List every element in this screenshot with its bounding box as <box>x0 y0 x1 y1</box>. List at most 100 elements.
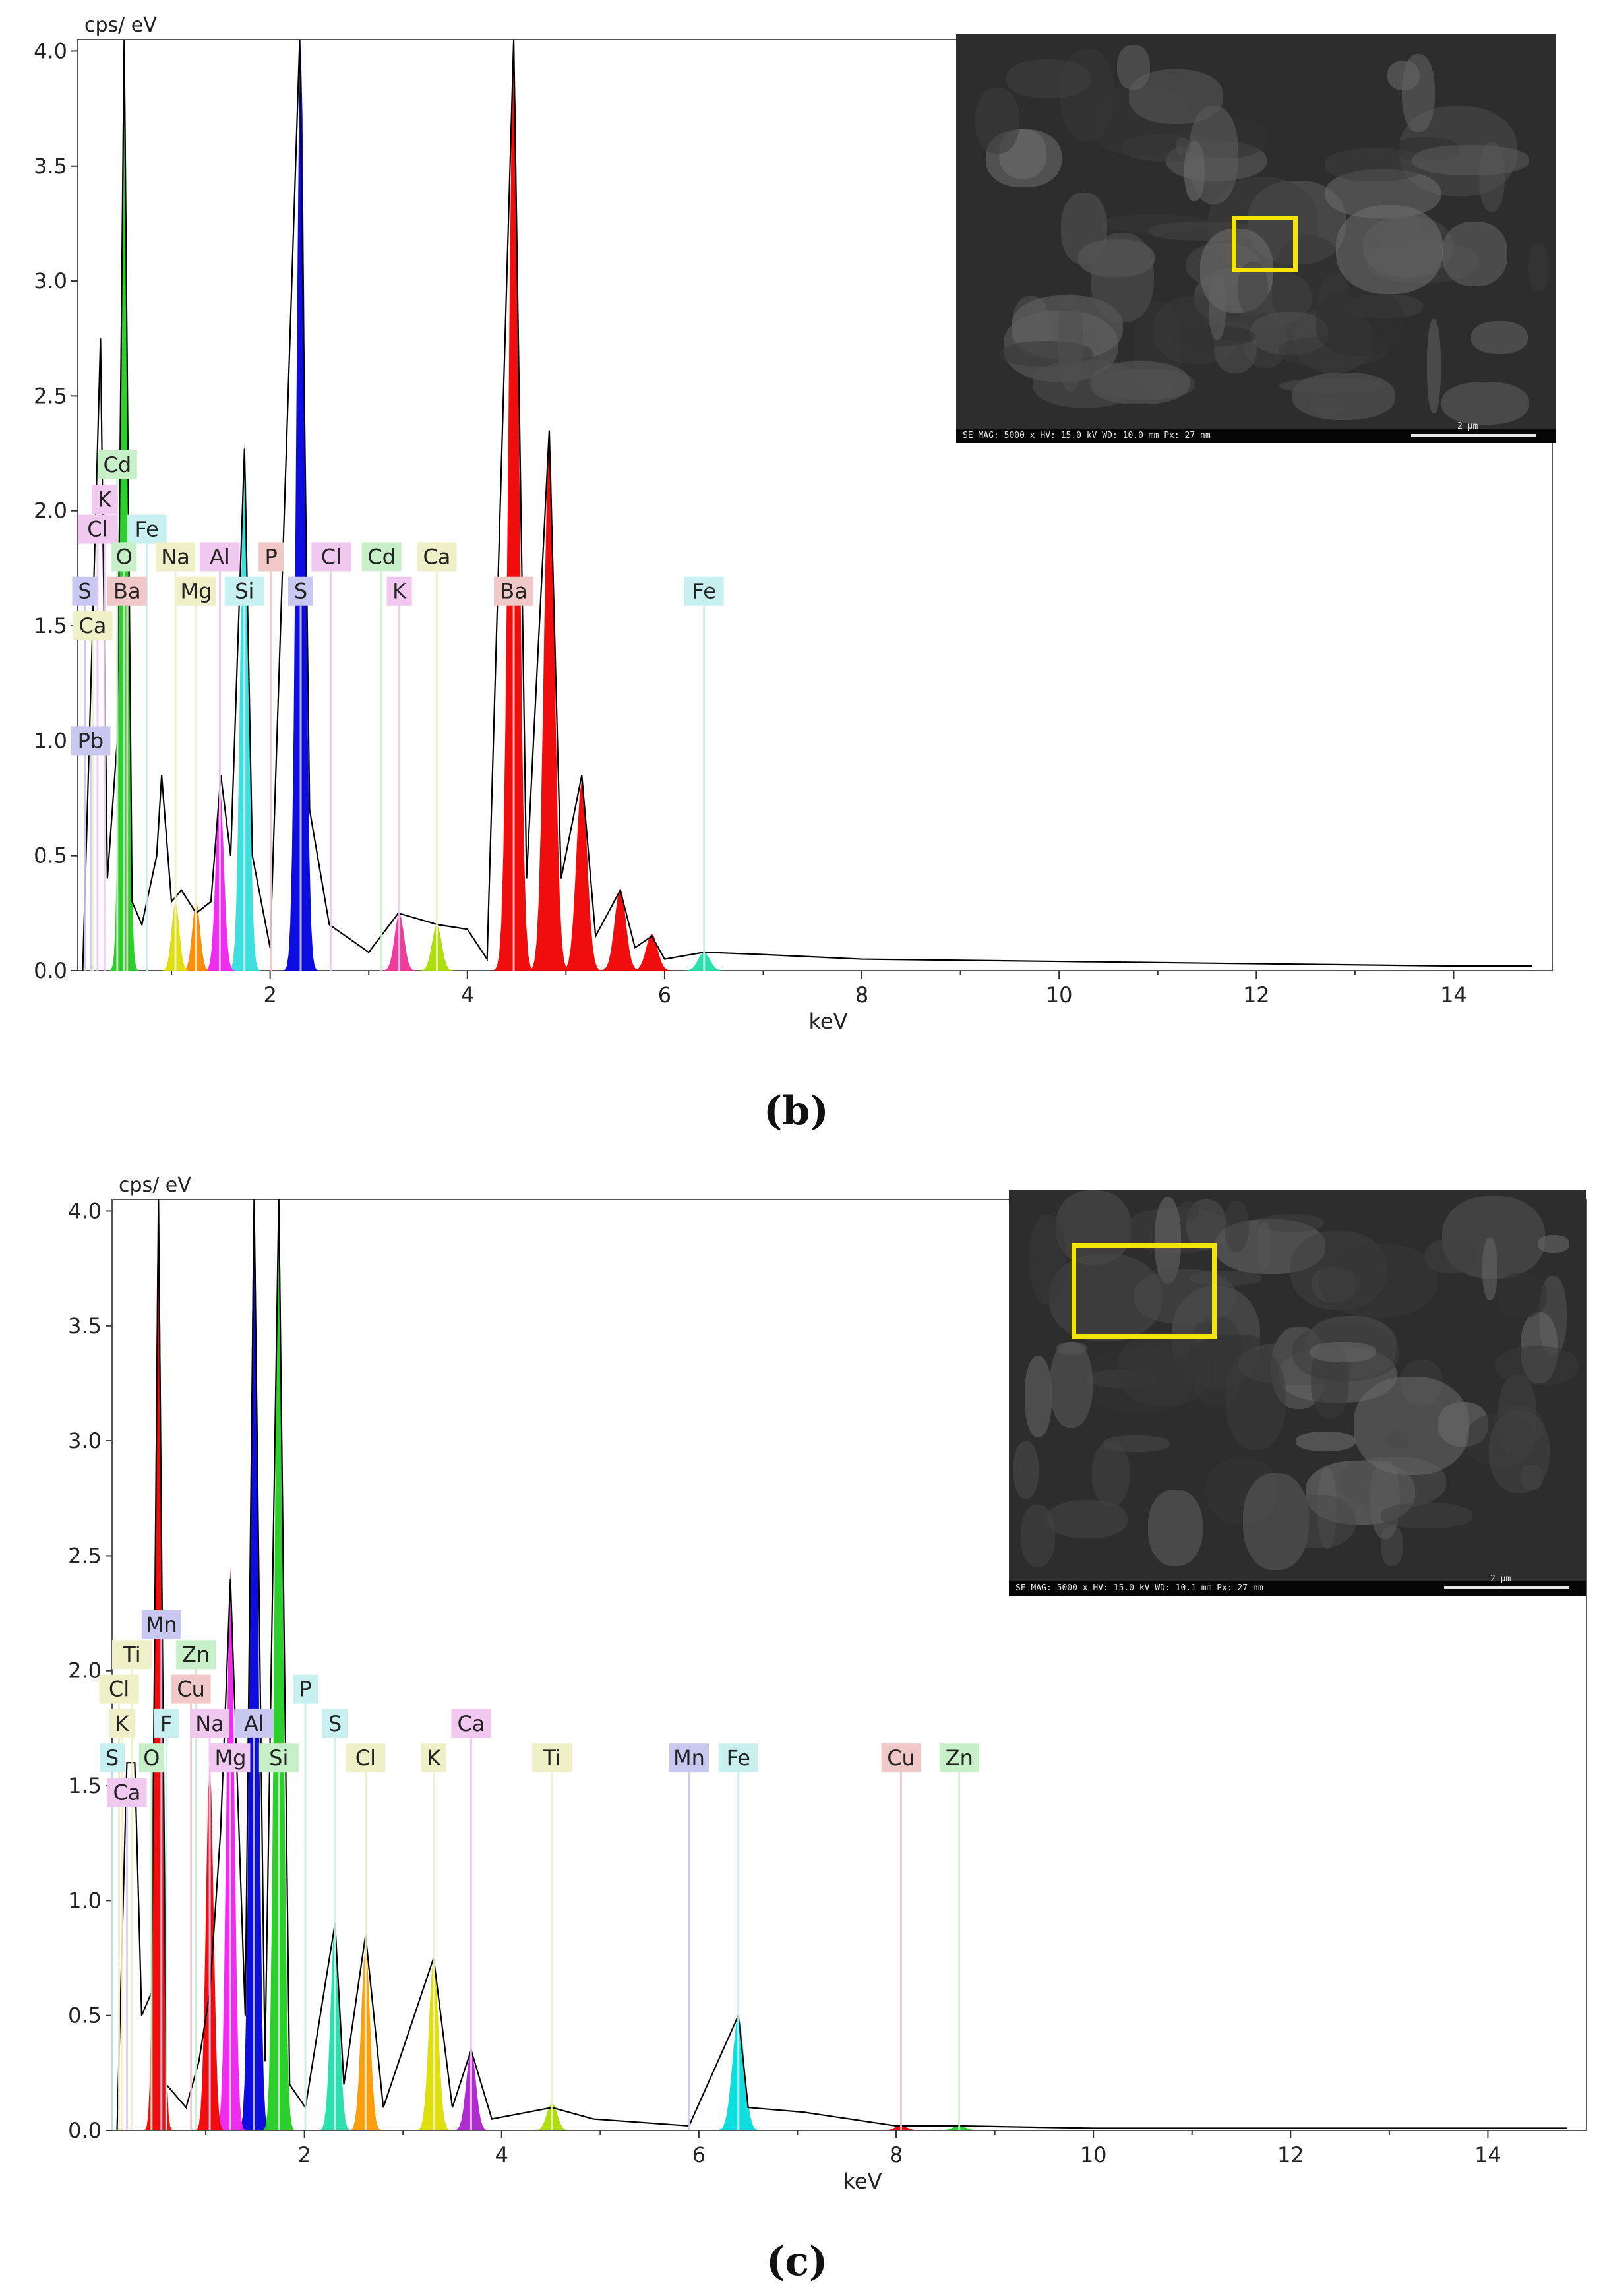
sem-texture <box>1006 59 1091 99</box>
analysis-region-box <box>1072 1243 1217 1339</box>
element-label: S <box>78 579 91 604</box>
element-peak-ba <box>628 934 675 971</box>
element-label: Ca <box>457 1711 485 1736</box>
element-label-box <box>100 1743 125 1773</box>
element-label-box <box>190 1708 230 1738</box>
x-tick-label: 4 <box>461 982 474 1008</box>
sem-texture <box>1047 1500 1128 1538</box>
element-label: Cl <box>321 544 342 569</box>
element-peak-ba <box>493 40 535 971</box>
element-peak-al <box>237 1199 270 2130</box>
element-label: Fe <box>692 579 716 604</box>
sem-texture <box>1055 1190 1131 1265</box>
y-tick-label: 4.0 <box>34 38 67 63</box>
element-label-box <box>234 1708 274 1738</box>
sem-texture <box>1279 1494 1356 1549</box>
element-label: K <box>115 1711 129 1736</box>
y-tick-label: 0.5 <box>68 2003 102 2028</box>
eds-spectrum-b: 0.0 0.5 1.0 1.5 2.0 2.5 3.0 3.5 4.0 2 4 6 8 10 12 14 cps… <box>34 14 1553 1034</box>
element-label: Si <box>269 1745 288 1770</box>
plot-frame <box>77 39 1553 971</box>
sem-texture <box>1208 276 1226 340</box>
element-label-box <box>72 576 98 606</box>
element-label: S <box>106 1745 119 1770</box>
sem-texture <box>1134 1334 1199 1399</box>
element-label-box <box>288 576 314 606</box>
sem-texture <box>1257 1221 1271 1267</box>
y-tick-label: 3.5 <box>68 1314 102 1339</box>
x-axis-label: keV <box>843 2169 882 2194</box>
sem-texture <box>1424 1238 1476 1273</box>
x-tick-label: 14 <box>1440 982 1467 1008</box>
sem-texture <box>1117 44 1151 90</box>
element-label-box <box>669 1743 709 1773</box>
element-label-box <box>141 1610 181 1639</box>
element-label: Si <box>235 579 254 604</box>
element-label-box <box>73 611 113 641</box>
element-label-box <box>107 576 147 606</box>
element-peak-ba <box>559 779 604 971</box>
panel-caption-b: (b) <box>764 1088 829 1134</box>
element-label-box <box>200 542 240 572</box>
sem-texture <box>1496 1272 1548 1318</box>
element-label: Cu <box>887 1745 915 1770</box>
element-label-box <box>494 576 534 606</box>
element-label: Ca <box>78 613 106 638</box>
element-label-box <box>346 1743 386 1773</box>
element-label: P <box>264 544 277 569</box>
element-label-box <box>224 576 264 606</box>
scale-bar <box>1444 1586 1569 1589</box>
element-label: Ti <box>122 1642 140 1667</box>
scale-bar <box>1411 434 1536 437</box>
spectrum-trace <box>82 39 1533 971</box>
element-label: Na <box>161 544 190 569</box>
element-peak-ba <box>528 435 571 971</box>
y-tick-label: 0.0 <box>34 958 67 983</box>
element-label: Cd <box>103 452 131 477</box>
element-label-box <box>361 542 402 572</box>
element-label: Cl <box>109 1677 129 1702</box>
element-label: Ti <box>542 1745 560 1770</box>
y-tick-label: 4.0 <box>68 1198 102 1223</box>
x-tick-label: 6 <box>692 2142 706 2167</box>
sem-databar: SE MAG: 5000 x HV: 15.0 kV WD: 10.0 mm P… <box>956 429 1556 443</box>
sem-texture <box>1049 1342 1093 1428</box>
element-label: Pb <box>78 728 104 753</box>
element-label-box <box>386 576 412 606</box>
sem-texture <box>1296 1431 1356 1452</box>
element-label-box <box>451 1708 491 1738</box>
y-tick-label: 0.5 <box>34 843 67 868</box>
sem-texture <box>1032 359 1138 408</box>
x-tick-label: 8 <box>890 2142 903 2167</box>
element-label-box <box>258 1743 299 1773</box>
element-label-box <box>71 726 111 756</box>
element-label: K <box>392 579 407 604</box>
y-tick-label: 1.0 <box>68 1888 102 1913</box>
element-label-box <box>311 542 351 572</box>
sem-texture <box>1471 321 1528 355</box>
sem-texture <box>1386 1431 1409 1449</box>
element-label-box <box>109 1708 135 1738</box>
element-label-box <box>99 1674 139 1704</box>
x-tick-label: 10 <box>1046 982 1073 1008</box>
element-label: Al <box>210 544 230 569</box>
x-tick-label: 2 <box>263 982 276 1008</box>
element-label: Mg <box>215 1745 247 1770</box>
sem-inset-image-c: SE MAG: 5000 x HV: 15.0 kV WD: 10.1 mm P… <box>1009 1190 1586 1596</box>
sem-texture <box>1441 382 1530 425</box>
sem-texture <box>1319 1243 1437 1317</box>
y-tick-label: 0.0 <box>68 2118 102 2143</box>
x-axis-label: keV <box>809 1009 848 1034</box>
element-label: Ca <box>113 1780 140 1805</box>
sem-texture <box>1029 1215 1067 1305</box>
element-label-box <box>322 1708 348 1738</box>
x-tick-label: 6 <box>658 982 671 1008</box>
element-label: K <box>98 487 112 512</box>
element-label: Fe <box>135 517 159 542</box>
element-label: Zn <box>182 1642 210 1667</box>
sem-texture <box>1091 1442 1130 1506</box>
sem-texture <box>975 87 1019 154</box>
sem-texture <box>1426 318 1441 414</box>
sem-texture <box>1134 1269 1236 1325</box>
x-tick-label: 12 <box>1277 2142 1304 2167</box>
